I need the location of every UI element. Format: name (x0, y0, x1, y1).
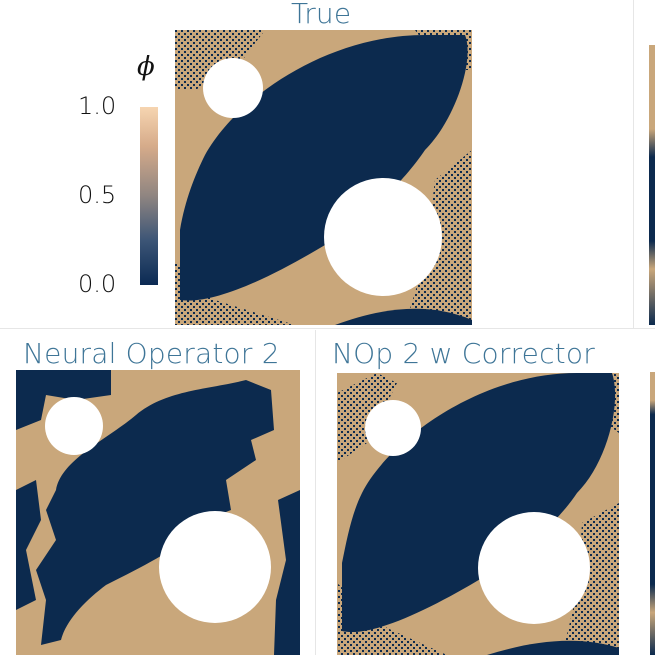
cropped-field-bottom-right (650, 372, 655, 655)
true-phase-field (175, 30, 472, 325)
colorbar-tick-mid: 0.5 (78, 181, 117, 209)
colorbar-tick-high: 1.0 (78, 92, 117, 120)
nop2-corrector-phase-field (337, 373, 619, 655)
panel-title-nop2-corrector: NOp 2 w Corrector (332, 337, 595, 370)
panel-title-nop2: Neural Operator 2 (23, 337, 280, 370)
horizontal-divider (0, 328, 655, 329)
panel-title-true: True (291, 0, 352, 30)
vertical-divider-bottom-left (315, 330, 316, 655)
cropped-field-top-right (649, 45, 655, 325)
colorbar (140, 107, 158, 285)
nop2-phase-field (16, 370, 300, 655)
colorbar-tick-low: 0.0 (78, 270, 117, 298)
colorbar-phi-symbol: ϕ (137, 52, 155, 82)
vertical-divider (633, 0, 634, 328)
